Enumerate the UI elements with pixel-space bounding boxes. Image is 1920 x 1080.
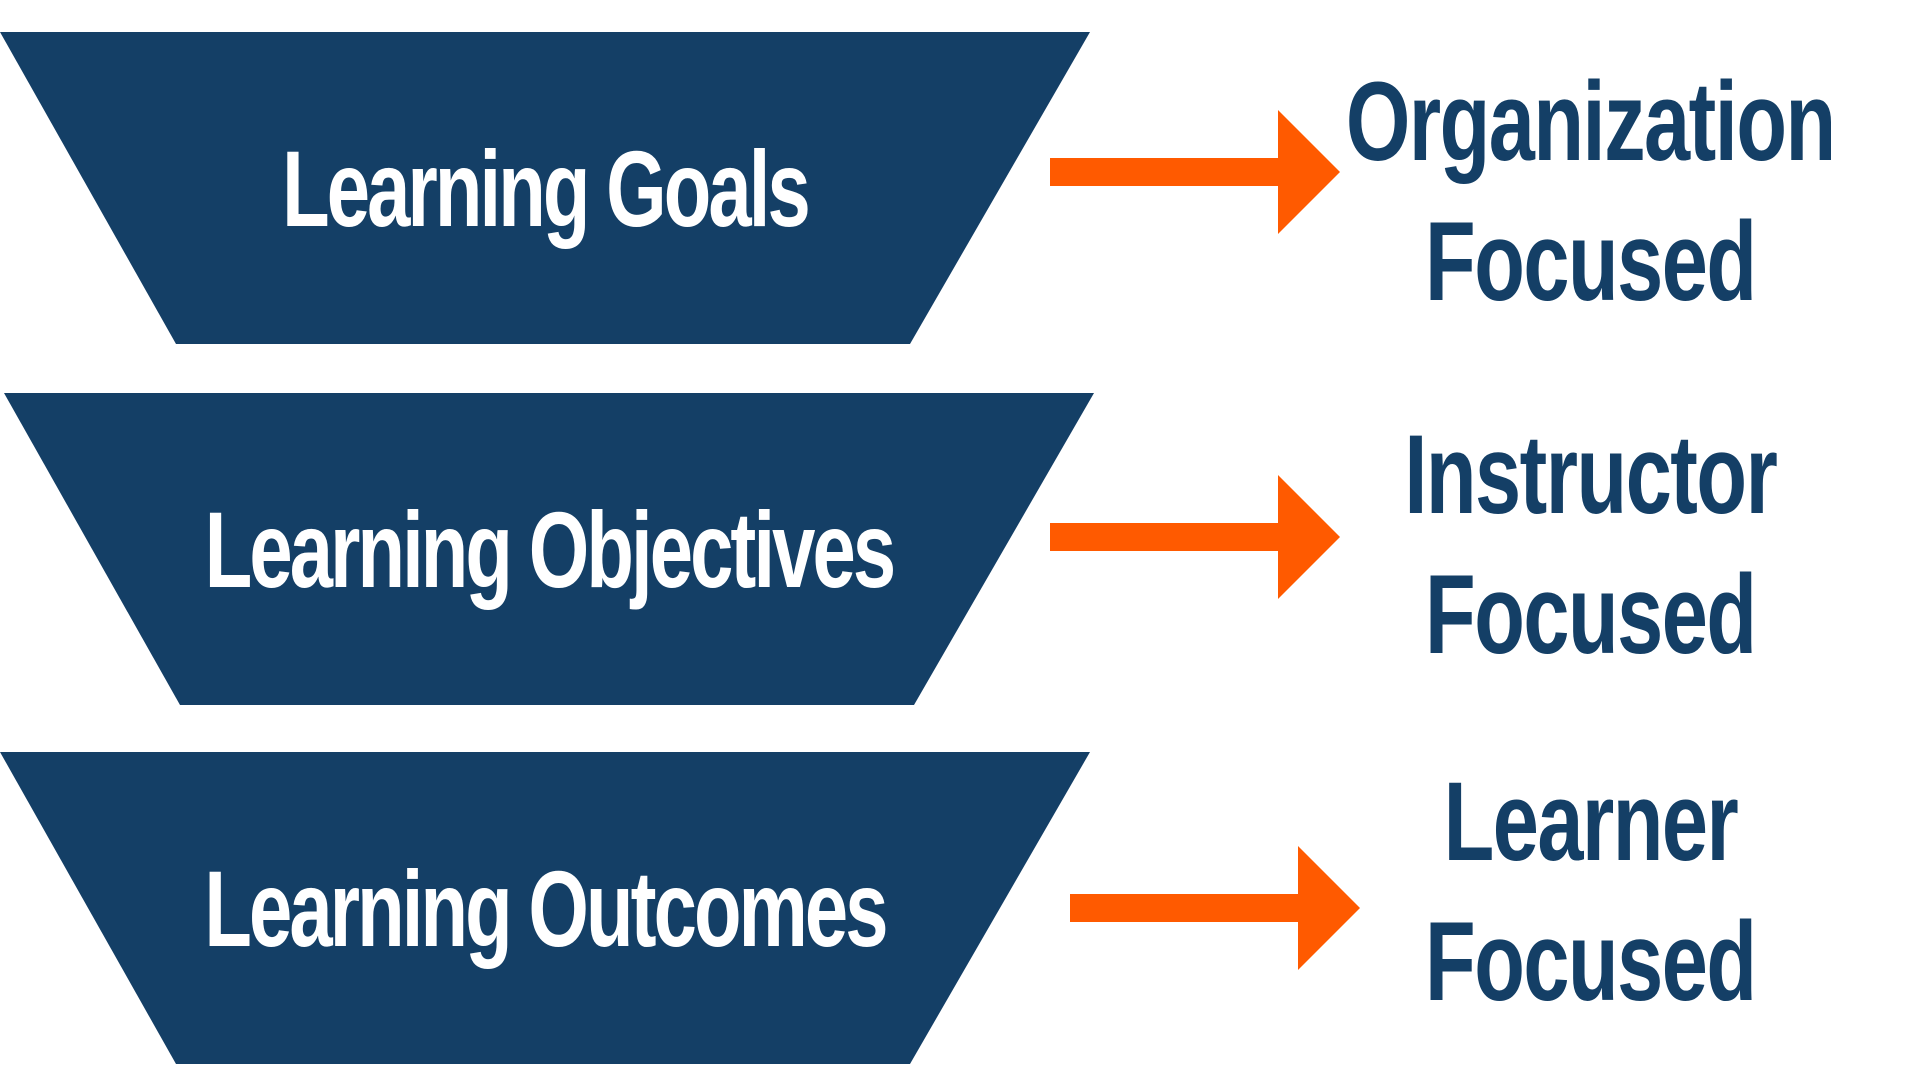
arrow-shape xyxy=(1050,475,1340,599)
right-arrow-icon xyxy=(1070,846,1370,970)
focus-line-2: Focused xyxy=(1424,552,1757,677)
right-arrow-icon xyxy=(1050,110,1350,234)
focus-line-1: Learner xyxy=(1443,759,1738,884)
level-row-outcomes: Learning Outcomes Learner Focused xyxy=(0,752,1920,1072)
trapezoid-shape xyxy=(0,32,1090,344)
trapezoid-shape xyxy=(4,393,1094,705)
arrow-shape xyxy=(1050,110,1340,234)
right-arrow-icon xyxy=(1050,475,1350,599)
focus-label-learner: Learner Focused xyxy=(1310,752,1870,1032)
focus-line-2: Focused xyxy=(1424,899,1757,1024)
trapezoid-outcomes: Learning Outcomes xyxy=(0,752,1090,1064)
trapezoid-shape xyxy=(0,752,1090,1064)
focus-line-1: Organization xyxy=(1345,59,1836,184)
level-row-objectives: Learning Objectives Instructor Focused xyxy=(0,393,1920,713)
trapezoid-objectives: Learning Objectives xyxy=(4,393,1094,705)
trapezoid-label: Learning Outcomes xyxy=(204,847,888,969)
trapezoid-label: Learning Objectives xyxy=(204,488,896,610)
trapezoid-goals: Learning Goals xyxy=(0,32,1090,344)
level-row-goals: Learning Goals Organization Focused xyxy=(0,32,1920,352)
focus-line-2: Focused xyxy=(1424,199,1757,324)
focus-label-organization: Organization Focused xyxy=(1310,52,1870,332)
focus-line-1: Instructor xyxy=(1403,412,1777,537)
trapezoid-label: Learning Goals xyxy=(282,127,811,249)
arrow-shape xyxy=(1070,846,1360,970)
focus-label-instructor: Instructor Focused xyxy=(1310,405,1870,685)
